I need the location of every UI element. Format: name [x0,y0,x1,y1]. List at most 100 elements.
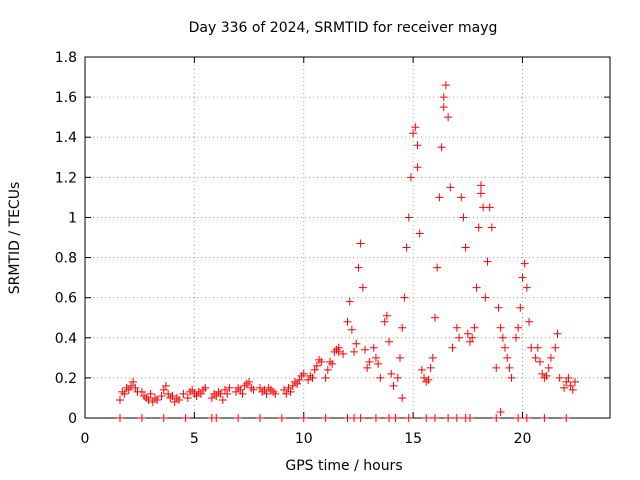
data-point [551,343,560,352]
data-point [315,355,324,364]
x-tick-label: 20 [514,431,532,447]
data-point [271,389,280,398]
data-point [382,311,391,320]
data-point [116,395,124,404]
tick-layer: 0 0.2 0.4 0.6 0.8 1 1.2 1.4 1.6 1.8 0 5 10 15 20 [55,50,610,447]
data-point [428,353,437,362]
data-point [291,377,299,386]
data-point [321,414,330,422]
y-tick-label: 0 [68,411,77,427]
data-point [433,263,442,272]
data-point [562,414,571,422]
data-point [262,389,271,398]
data-point [426,363,435,372]
data-point [361,345,369,354]
y-tick-label: 0.8 [55,251,77,267]
data-point [168,391,177,400]
data-point [371,414,380,422]
data-point [146,389,155,398]
data-point [264,383,273,392]
data-point [560,383,569,392]
data-point [420,373,429,382]
data-point [503,353,512,362]
y-tick-label: 1.6 [55,90,77,106]
data-point [466,337,474,346]
data-point [437,143,446,152]
data-point [356,414,365,422]
data-point [422,377,431,386]
data-point [365,357,374,366]
data-point [153,395,162,404]
data-point [284,383,293,392]
data-point [562,377,571,386]
data-point [293,379,302,388]
data-point [544,363,553,372]
data-point [531,353,540,362]
data-point [522,283,531,292]
data-point [286,387,295,396]
data-point [533,343,542,352]
data-point [350,347,359,356]
data-point [452,414,461,422]
data-point [199,385,208,394]
data-point [242,379,251,388]
data-point [345,297,354,306]
data-point [483,257,492,266]
data-point [343,317,352,326]
data-point [514,414,523,422]
data-point [356,239,365,248]
data-point [181,414,190,422]
data-point [444,113,453,122]
data-point [431,414,439,422]
data-point [516,303,525,312]
data-point [256,383,264,392]
data-point [148,397,157,406]
data-point [571,377,579,386]
data-point [522,414,531,422]
data-point [555,373,564,382]
data-point [131,383,140,392]
data-point [417,365,426,374]
data-point [422,414,431,422]
data-point [441,81,450,90]
data-point [455,333,464,342]
data-point [485,203,494,212]
data-point [568,385,577,394]
data-point [326,357,334,366]
data-point [446,183,455,192]
data-point [299,414,308,422]
data-point [120,389,129,398]
data-point [212,414,221,422]
data-point [299,369,308,378]
data-point [151,393,159,402]
data-point [492,363,501,372]
data-point [520,259,529,268]
data-point [461,243,470,252]
data-point [472,283,481,292]
data-point [476,189,485,198]
data-point [234,383,243,392]
data-point [304,375,313,384]
data-point [140,391,149,400]
data-point [207,393,216,402]
data-point [183,393,192,402]
y-tick-label: 0.6 [55,291,77,307]
data-point [126,381,135,390]
data-point [223,389,232,398]
data-point [258,387,267,396]
data-point [404,414,413,422]
data-point [137,414,146,422]
data-point [439,103,448,112]
data-point [144,395,153,404]
data-point [201,383,210,392]
data-point [542,371,551,380]
y-axis-label: SRMTID / TECUs [7,182,23,295]
data-point [385,337,394,346]
data-point [328,359,337,368]
data-point [448,343,457,352]
data-point [236,385,245,394]
y-tick-label: 0.4 [55,331,77,347]
data-point [406,173,415,182]
data-point [424,375,433,384]
data-point [157,391,166,400]
